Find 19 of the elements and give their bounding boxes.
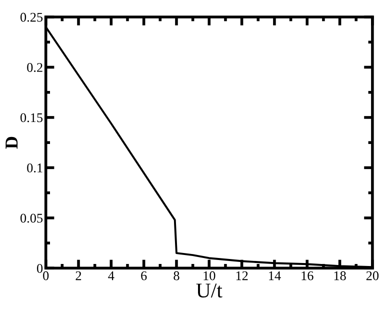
y-axis-title: D <box>6 136 18 149</box>
x-tick-label: 8 <box>174 271 180 280</box>
y-tick-label: 0 <box>36 264 43 273</box>
x-tick-label: 2 <box>76 271 82 280</box>
y-tick-label: 0.15 <box>20 113 43 122</box>
x-tick-label: 10 <box>204 271 216 280</box>
x-tick-label: 16 <box>302 271 314 280</box>
x-tick-label: 12 <box>236 271 248 280</box>
y-tick-label: 0.2 <box>27 63 42 72</box>
x-tick-label: 14 <box>269 271 281 280</box>
x-tick-label: 18 <box>334 271 346 280</box>
x-tick-label: 6 <box>141 271 147 280</box>
x-tick-label: 20 <box>366 271 379 280</box>
y-tick-label: 0.05 <box>20 214 43 223</box>
y-tick-label: 0.1 <box>27 163 42 172</box>
x-axis-title: U/t <box>196 284 222 298</box>
y-tick-label: 0.25 <box>20 12 43 22</box>
x-tick-label: 0 <box>43 271 49 280</box>
x-tick-label: 4 <box>108 271 114 280</box>
